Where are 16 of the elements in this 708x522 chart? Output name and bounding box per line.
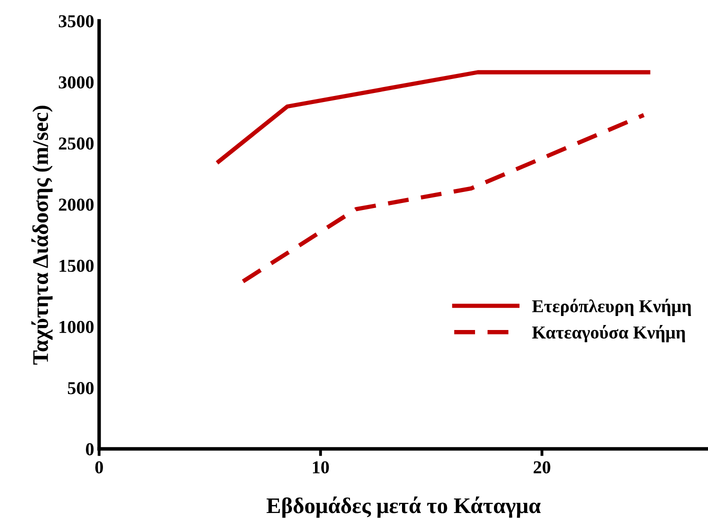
x-tick-label: 20 [534,461,550,474]
legend-label: Κατεαγούσα Κνήμη [532,325,686,342]
y-tick-label: 1000 [60,320,94,334]
y-tick-label: 3500 [58,15,94,28]
x-tick-label: 10 [312,461,329,474]
x-axis-title: Εβδομάδες μετά το Κάταγμα [266,496,541,518]
y-tick-label: 2000 [58,198,94,211]
y-tick-label: 2500 [58,137,94,150]
legend-label: Ετερόπλευρη Κνήμη [532,298,691,316]
y-tick-label: 0 [86,443,94,456]
y-tick-label: 1500 [60,260,94,272]
y-tick-label: 3000 [58,76,94,88]
line-series [240,112,646,284]
x-tick-label: 0 [95,461,103,474]
y-tick-label: 500 [68,382,94,394]
y-axis-title: Ταχύτητα Διάδοσης (m/sec) [31,106,53,365]
